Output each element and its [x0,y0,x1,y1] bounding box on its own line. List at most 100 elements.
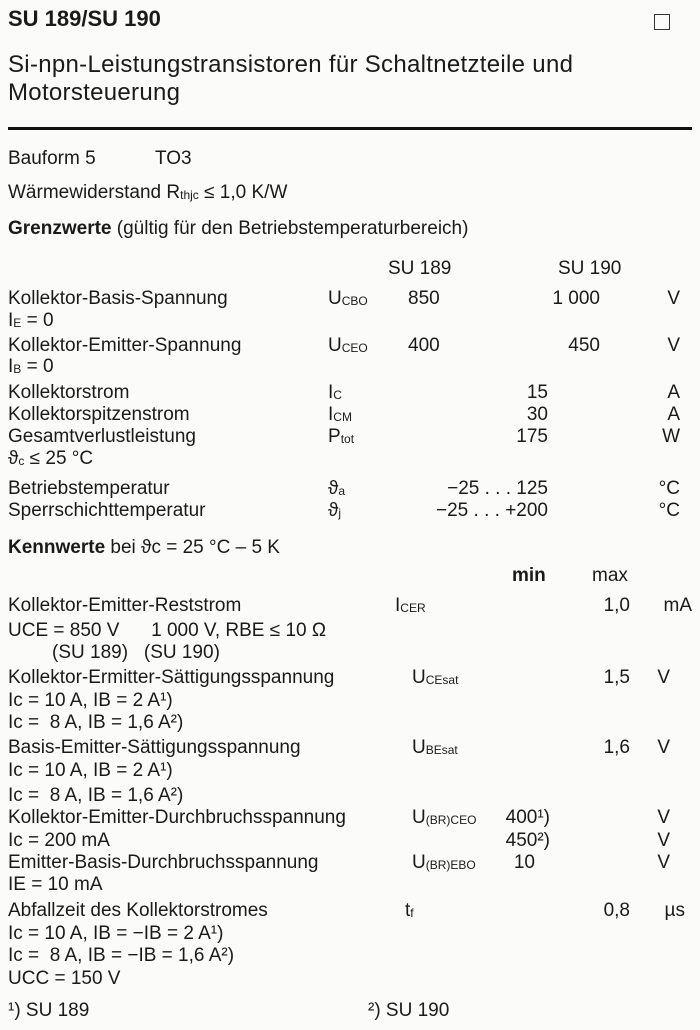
limit-condition: IE = 0 [8,310,54,334]
limit-label: Kollektor-Basis-Spannung [8,288,228,309]
characteristic-symbol: ICER [395,595,426,619]
thermal-symbol-sub: thjc [180,188,199,202]
thermal-label: Wärmewiderstand [8,182,162,203]
characteristic-min: 10 [513,852,535,873]
limit-unit: V [667,288,680,309]
limit-value-su190: 450 [568,335,600,356]
checkbox-icon [654,14,670,30]
characteristic-label: Kollektor-Ermitter-Sättigungsspannung [8,667,335,688]
limit-symbol-sub: tot [340,432,355,446]
limit-symbol-main: I [328,382,334,403]
characteristic-symbol: UCEsat [412,667,458,691]
limit-label: Kollektorspitzenstrom [8,404,190,425]
limit-unit: °C [658,478,680,499]
limit-condition-part: c [18,454,25,468]
limit-symbol: UCBO [328,288,368,312]
limit-symbol: ϑj [328,500,341,524]
characteristic-label: Kollektor-Emitter-Reststrom [8,595,242,616]
limit-value-su189: 400 [408,335,440,356]
limit-symbol-main: ϑ [328,500,339,521]
thermal-value: ≤ 1,0 K/W [204,182,288,203]
thermal-symbol: R [166,182,181,203]
characteristic-unit: µs [664,900,685,921]
characteristic-symbol: UBEsat [412,737,458,761]
limit-symbol-main: U [328,288,342,309]
limit-condition-part: = 0 [21,310,54,331]
characteristic-max: 0,8 [603,900,630,921]
limit-condition-part: I [8,310,14,331]
limit-value: −25 . . . +200 [436,500,548,521]
characteristic-condition: Ic = 8 A, IB = −IB = 1,6 A²) [8,945,235,966]
limit-symbol: ϑa [328,478,345,502]
characteristic-symbol-main: U [412,667,426,688]
limit-symbol-sub: CM [333,410,352,424]
characteristic-condition: Ic = 10 A, IB = 2 A¹) [8,760,173,781]
characteristic-unit: V [657,737,670,758]
limit-value: 15 [526,382,548,403]
limit-label: Kollektor-Emitter-Spannung [8,335,242,356]
characteristic-symbol: tf [405,900,414,924]
characteristic-label: Basis-Emitter-Sättigungsspannung [8,737,301,758]
limit-symbol-sub: CBO [341,294,368,308]
characteristic-symbol-main: U [412,807,426,828]
limit-symbol-sub: a [338,484,346,498]
limit-unit: A [667,382,680,403]
package-label: Bauform 5 [8,148,96,169]
limit-symbol: ICM [328,404,352,428]
limit-symbol: UCEO [328,335,368,359]
limit-symbol-main: P [328,426,341,447]
characteristic-condition: UCC = 150 V [8,968,121,989]
characteristic-condition: IE = 10 mA [8,874,103,895]
limit-value: −25 . . . 125 [447,478,548,499]
limits-heading: Grenzwerte (gültig für den Betriebstempe… [8,218,468,240]
column-su190: SU 190 [558,258,622,279]
column-min: min [512,565,546,586]
characteristic-symbol-main: t [405,900,411,921]
characteristic-max: 1,5 [603,667,630,688]
characteristic-label: Kollektor-Emitter-Durchbruchsspannung [8,807,346,828]
characteristics-heading-rest: bei ϑc = 25 °C – 5 K [110,537,280,558]
limit-value-su189: 850 [408,288,440,309]
characteristics-heading-bold: Kennwerte [8,537,106,558]
characteristic-unit: mA [663,595,693,616]
limit-symbol: IC [328,382,342,406]
column-su189: SU 189 [388,258,452,279]
limit-symbol-sub: CEO [341,341,368,355]
characteristic-symbol-sub: f [410,906,414,920]
characteristics-heading: Kennwerte bei ϑc = 25 °C – 5 K [8,537,280,559]
characteristic-unit-2: V [657,830,670,851]
characteristic-unit: V [657,807,670,828]
limit-condition-part: E [13,316,22,330]
limit-value: 175 [516,426,548,447]
characteristic-symbol-main: U [412,852,426,873]
subtitle-line-1: Si-npn-Leistungstransistoren für Schaltn… [8,51,574,78]
characteristic-max: 1,0 [603,595,630,616]
limit-condition-part: ϑ [8,448,19,469]
characteristic-symbol: U(BR)CEO [412,807,476,831]
characteristic-unit: V [657,852,670,873]
characteristic-symbol-sub: CER [400,601,426,615]
characteristic-symbol-main: U [412,737,426,758]
characteristic-condition: Ic = 10 A, IB = 2 A¹) [8,690,173,711]
page-title: SU 189/SU 190 [8,6,161,31]
footnote-2: ²) SU 190 [368,1000,450,1021]
limit-unit: °C [658,500,680,521]
characteristic-condition: Ic = 8 A, IB = 1,6 A²) [8,785,184,806]
characteristic-condition: UCE = 850 V 1 000 V, RBE ≤ 10 Ω [8,620,327,641]
limit-condition: ϑc ≤ 25 °C [8,448,93,472]
limit-condition-part: = 0 [21,356,54,377]
characteristic-label: Emitter-Basis-Durchbruchsspannung [8,852,319,873]
limit-value: 30 [526,404,548,425]
characteristic-unit: V [657,667,670,688]
limit-label: Sperrschichttemperatur [8,500,206,521]
limit-symbol: Ptot [328,426,354,450]
characteristic-symbol-main: I [395,595,401,616]
limit-symbol-sub: j [338,506,342,520]
limit-unit: V [667,335,680,356]
characteristic-condition: Ic = 200 mA [8,830,110,851]
characteristic-symbol: U(BR)EBO [412,852,476,876]
limit-unit: W [662,426,680,447]
divider [8,127,692,130]
limit-symbol-main: I [328,404,334,425]
